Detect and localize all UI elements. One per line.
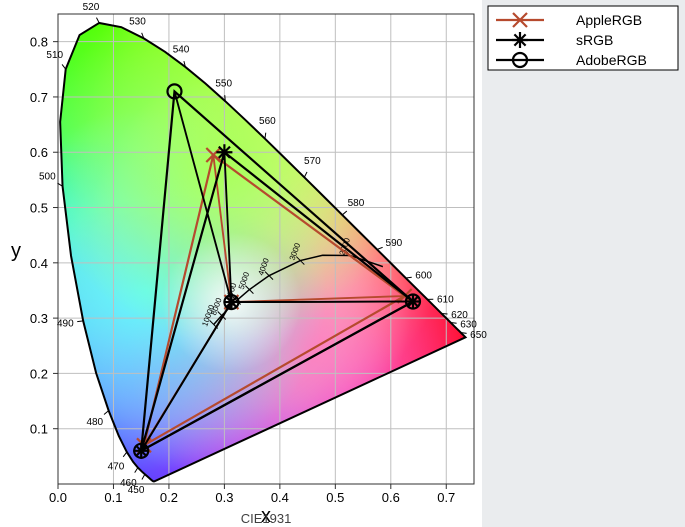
locus-tick-label: 630 — [460, 320, 477, 331]
locus-tick-label: 570 — [304, 156, 321, 167]
locus-tick-label: 460 — [120, 478, 137, 489]
x-tick-label: 0.0 — [49, 490, 67, 505]
locus-tick-label: 510 — [46, 50, 63, 61]
y-tick-label: 0.6 — [30, 145, 48, 160]
y-tick-label: 0.8 — [30, 35, 48, 50]
y-tick-label: 0.1 — [30, 422, 48, 437]
y-tick-label: 0.5 — [30, 201, 48, 216]
locus-tick-label: 490 — [57, 318, 74, 329]
x-tick-label: 0.2 — [160, 490, 178, 505]
y-tick-label: 0.3 — [30, 311, 48, 326]
locus-tick-label: 540 — [173, 44, 190, 55]
x-tick-label: 0.3 — [215, 490, 233, 505]
legend-label: AdobeRGB — [576, 52, 647, 68]
locus-tick-label: 520 — [83, 2, 100, 13]
locus-tick-label: 550 — [215, 78, 232, 89]
legend-label: AppleRGB — [576, 12, 642, 28]
x-tick-label: 0.5 — [326, 490, 344, 505]
x-tick-label: 0.7 — [437, 490, 455, 505]
locus-tick-label: 470 — [108, 461, 125, 472]
cie-chart: 4504604704804905005105205305405505605705… — [0, 0, 685, 527]
locus-tick-label: 530 — [129, 17, 146, 28]
locus-tick-label: 610 — [437, 294, 454, 305]
legend-label: sRGB — [576, 32, 613, 48]
locus-tick-label: 480 — [86, 417, 103, 428]
x-tick-label: 0.1 — [104, 490, 122, 505]
locus-tick-label: 580 — [348, 198, 365, 209]
chart-title: CIE1931 — [241, 511, 292, 526]
side-panel — [482, 0, 685, 527]
y-tick-label: 0.2 — [30, 366, 48, 381]
y-axis-title: y — [11, 240, 21, 262]
locus-tick-label: 600 — [415, 271, 432, 282]
y-tick-label: 0.4 — [30, 256, 48, 271]
x-tick-label: 0.4 — [271, 490, 289, 505]
locus-tick-label: 500 — [39, 172, 56, 183]
y-tick-label: 0.7 — [30, 90, 48, 105]
locus-tick-label: 650 — [470, 330, 487, 341]
locus-tick-label: 590 — [386, 238, 403, 249]
x-tick-label: 0.6 — [382, 490, 400, 505]
locus-tick-label: 560 — [259, 116, 276, 127]
